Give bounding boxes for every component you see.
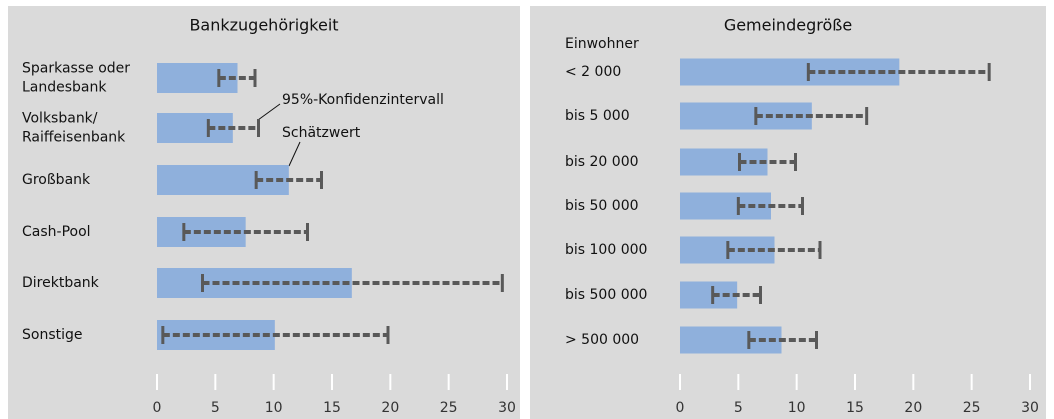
x-tick-label: 20 [904, 400, 922, 416]
x-tick-label: 25 [963, 400, 981, 416]
y-tick-label: Volksbank/ [22, 111, 98, 127]
bar [680, 58, 900, 86]
x-tick-label: 0 [676, 400, 685, 416]
leader-line [257, 103, 281, 121]
annotation: 95%-Konfidenzintervall [282, 92, 444, 108]
annotation: Schätzwert [282, 125, 361, 141]
y-tick-label: bis 5 000 [565, 108, 630, 124]
chart-title: Gemeindegröße [724, 16, 852, 35]
y-tick-label: Direktbank [22, 275, 100, 291]
x-tick-label: 5 [211, 400, 220, 416]
x-tick-label: 25 [440, 400, 458, 416]
y-tick-label: > 500 000 [565, 332, 639, 348]
axis-label: Einwohner [565, 36, 639, 52]
x-tick-label: 30 [1021, 400, 1039, 416]
y-tick-label: Sparkasse oder [22, 61, 130, 77]
bar [680, 192, 771, 220]
leader-line [288, 141, 301, 167]
y-tick-label: Landesbank [22, 80, 107, 96]
y-tick-label: bis 500 000 [565, 287, 647, 303]
x-tick-label: 15 [846, 400, 864, 416]
y-tick-label: Cash-Pool [22, 224, 91, 240]
chart-title: Bankzugehörigkeit [189, 16, 338, 35]
bar [680, 326, 782, 354]
y-tick-label: Raiffeisenbank [22, 130, 126, 146]
y-tick-label: bis 50 000 [565, 198, 639, 214]
x-tick-label: 15 [323, 400, 341, 416]
y-tick-label: < 2 000 [565, 64, 621, 80]
x-tick-label: 0 [153, 400, 162, 416]
y-tick-label: Sonstige [22, 327, 83, 343]
y-tick-label: bis 20 000 [565, 154, 639, 170]
x-tick-label: 10 [788, 400, 806, 416]
panel [8, 6, 520, 419]
x-tick-label: 5 [734, 400, 743, 416]
bar [157, 217, 246, 247]
y-tick-label: Großbank [22, 172, 91, 188]
y-tick-label: bis 100 000 [565, 242, 647, 258]
x-tick-label: 10 [265, 400, 283, 416]
x-tick-label: 20 [381, 400, 399, 416]
x-tick-label: 30 [498, 400, 516, 416]
